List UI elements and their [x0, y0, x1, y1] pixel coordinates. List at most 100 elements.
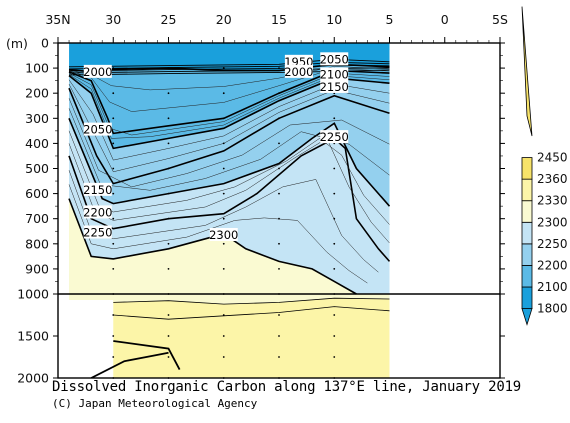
station-dot	[112, 217, 115, 220]
contour-line	[68, 184, 368, 284]
contour-line	[68, 67, 390, 74]
x-tick-label: 25	[161, 12, 177, 27]
contour-label-bg	[83, 205, 112, 219]
chart-title: Dissolved Inorganic Carbon along 137°E l…	[52, 379, 522, 395]
colorbar-label: 2200	[537, 258, 568, 272]
contour-label: 2000	[83, 65, 112, 79]
contour-line	[68, 61, 390, 70]
station-dot	[333, 167, 336, 170]
station-dot	[222, 242, 225, 245]
colorbar-swatch	[521, 200, 533, 223]
colorbar-label: 2360	[537, 172, 568, 186]
y-tick-label: 700	[25, 211, 49, 226]
colorbar-label: 2300	[537, 215, 568, 229]
station-dot	[167, 356, 170, 358]
contour-line	[68, 69, 390, 76]
y-tick-label: 1000	[17, 287, 49, 302]
contour-label-bg	[320, 67, 349, 81]
contour-label-bg	[320, 130, 349, 144]
station-dot	[278, 314, 280, 316]
contour-label: 2050	[320, 52, 349, 66]
colorbar-label: 2450	[537, 151, 568, 165]
x-tick-label: 5	[386, 12, 394, 27]
station-dot	[167, 192, 170, 195]
contour-line	[68, 69, 390, 135]
station-dot	[278, 356, 280, 358]
station-dot	[222, 356, 225, 358]
contour-line	[68, 83, 390, 173]
contour-label: 2300	[209, 228, 238, 242]
station-dot	[278, 167, 280, 170]
contour-label-bg	[83, 122, 112, 136]
station-dot	[278, 242, 280, 245]
station-dot	[112, 167, 115, 170]
contour-line	[90, 351, 169, 378]
station-dot	[278, 268, 280, 270]
station-dot	[222, 167, 225, 170]
station-dot	[112, 314, 115, 316]
station-dot	[112, 335, 115, 337]
contour-line	[68, 98, 390, 188]
contour-line	[68, 58, 390, 68]
station-dot	[167, 335, 170, 337]
x-tick-label: 15	[271, 12, 287, 27]
station-dot	[278, 92, 280, 95]
y-unit-label: (m)	[6, 36, 28, 51]
colorbar-arrow-high	[521, 6, 533, 137]
station-dot	[222, 142, 225, 145]
x-axis: 35N 30 25 20 15 10 5 0 5S	[45, 12, 508, 43]
station-dot	[167, 142, 170, 145]
y-axis: 0 100 200 300 400 500 600 700 800 900 1000 1500 2000	[17, 36, 505, 386]
y-tick-label: 100	[25, 61, 49, 76]
chart-credit: (C) Japan Meteorological Agency	[52, 397, 258, 410]
colorbar-swatch	[521, 221, 533, 245]
y-tick-label: 500	[25, 161, 49, 176]
station-dot	[333, 268, 336, 270]
station-dot	[333, 314, 336, 316]
station-dot	[167, 268, 170, 270]
contour-labels: 2000195020002050210021502050225021502200…	[83, 52, 349, 242]
station-dot	[112, 92, 115, 95]
x-tick-label: 30	[105, 12, 121, 27]
station-dot	[222, 67, 225, 69]
station-dot	[112, 192, 115, 195]
contour-label-bg	[83, 182, 112, 196]
colorbar-label: 1800	[537, 302, 568, 316]
station-dot	[278, 192, 280, 195]
contour-label-bg	[284, 54, 313, 68]
band-fill	[113, 294, 390, 305]
station-dot	[167, 167, 170, 170]
band-fill	[69, 198, 390, 294]
contour-lines	[68, 58, 391, 378]
colorbar: 1800 2100 2200 2250 2300 2330 2360 2450	[521, 6, 568, 326]
station-dot	[333, 117, 336, 120]
station-dot	[222, 117, 225, 120]
station-dot	[222, 268, 225, 270]
station-dot	[222, 314, 225, 316]
contour-line	[113, 306, 390, 320]
y-tick-label: 600	[25, 186, 49, 201]
contour-label: 2100	[320, 67, 349, 81]
station-dot	[278, 142, 280, 145]
station-dot	[333, 356, 336, 358]
station-dot	[112, 268, 115, 270]
colorbar-label: 2100	[537, 280, 568, 294]
station-dot	[222, 217, 225, 220]
y-tick-label: 2000	[17, 371, 49, 386]
contour-label: 2050	[83, 123, 112, 137]
y-tick-label: 900	[25, 261, 49, 276]
y-tick-label: 400	[25, 136, 49, 151]
contour-line	[113, 340, 181, 371]
station-dot	[333, 335, 336, 337]
station-dot	[112, 142, 115, 145]
colorbar-arrow-low	[521, 308, 533, 326]
station-dot	[222, 335, 225, 337]
station-dot	[222, 192, 225, 195]
y-tick-label: 200	[25, 86, 49, 101]
contour-label-bg	[209, 228, 238, 242]
y-tick-label: 0	[41, 36, 49, 51]
contour-label: 2200	[83, 205, 112, 219]
station-dot	[278, 67, 280, 69]
colorbar-swatch	[521, 265, 533, 288]
